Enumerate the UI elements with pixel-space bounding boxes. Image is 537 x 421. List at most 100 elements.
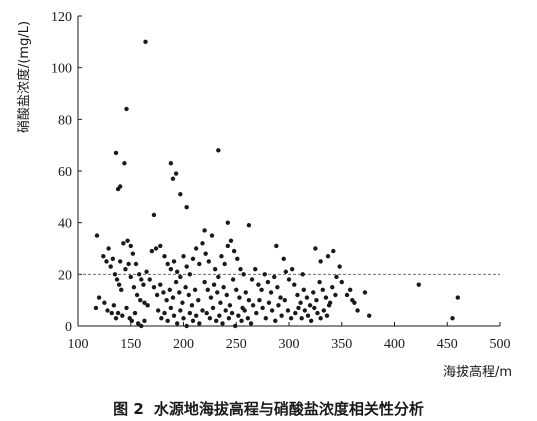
data-point — [245, 316, 251, 321]
data-point — [220, 321, 225, 326]
data-point — [289, 266, 295, 272]
y-axis-title: 硝酸盐浓度/(mg/L) — [16, 21, 32, 133]
data-point — [217, 313, 222, 318]
data-point — [118, 259, 123, 264]
data-point — [250, 303, 256, 308]
data-point — [219, 254, 224, 259]
data-point — [234, 287, 239, 293]
x-tick-label: 400 — [384, 337, 405, 352]
data-point — [115, 310, 121, 316]
y-tick-label: 60 — [58, 165, 72, 180]
data-point — [167, 287, 172, 293]
data-point — [315, 310, 320, 316]
data-point — [285, 308, 291, 313]
data-point — [323, 295, 329, 300]
data-point — [416, 282, 421, 287]
data-point — [227, 303, 233, 308]
data-point — [272, 274, 277, 280]
data-point — [161, 290, 166, 295]
data-point — [116, 282, 122, 287]
data-point — [313, 246, 318, 251]
data-point — [181, 254, 186, 259]
data-point — [212, 266, 218, 272]
data-point — [109, 310, 114, 316]
data-point — [165, 318, 170, 324]
y-tick-label: 40 — [58, 217, 72, 232]
data-point — [170, 176, 176, 181]
y-tick-label: 100 — [51, 62, 72, 77]
data-point — [279, 313, 284, 318]
data-point — [248, 321, 254, 326]
data-point — [203, 251, 208, 256]
data-point — [154, 292, 160, 298]
x-axis-title: 海拔高程/m — [443, 364, 512, 380]
data-point — [136, 272, 142, 277]
data-point — [278, 295, 283, 300]
data-point — [165, 261, 170, 267]
data-point — [253, 266, 258, 272]
data-point — [216, 148, 221, 153]
data-point — [96, 295, 102, 300]
data-point — [106, 246, 111, 251]
data-point — [296, 305, 301, 311]
data-point — [333, 292, 338, 298]
data-point — [225, 220, 231, 225]
data-point — [331, 248, 336, 254]
data-point — [193, 246, 199, 251]
data-point — [104, 259, 109, 264]
data-point — [308, 318, 314, 324]
data-point — [237, 295, 242, 300]
data-point — [151, 212, 157, 218]
data-point — [292, 282, 297, 287]
data-point — [113, 150, 119, 156]
data-point — [305, 313, 311, 318]
data-point — [288, 316, 294, 321]
data-point — [124, 106, 129, 112]
data-point — [230, 277, 236, 282]
data-point — [455, 295, 460, 300]
data-point — [210, 305, 216, 311]
data-point — [111, 303, 117, 308]
data-point — [197, 261, 202, 267]
data-point — [204, 310, 209, 316]
data-point — [105, 308, 110, 313]
data-point — [181, 316, 186, 321]
data-point — [168, 266, 174, 272]
data-point — [183, 285, 188, 290]
data-point — [138, 297, 143, 303]
x-tick-label: 500 — [490, 337, 511, 352]
data-point — [226, 316, 232, 321]
data-point — [205, 287, 210, 293]
data-point — [339, 279, 344, 285]
data-point — [133, 261, 139, 267]
data-point — [218, 300, 223, 305]
data-point — [337, 264, 342, 269]
data-point — [231, 248, 237, 254]
data-point — [299, 316, 304, 321]
data-point — [327, 300, 333, 305]
x-tick-label: 100 — [68, 337, 89, 352]
data-point — [223, 308, 228, 313]
data-point — [170, 295, 176, 300]
data-point — [314, 297, 319, 303]
data-point — [153, 246, 159, 251]
data-point — [239, 318, 244, 324]
data-point — [110, 256, 116, 262]
data-point — [123, 266, 128, 272]
data-point — [139, 277, 144, 282]
data-point — [190, 318, 196, 324]
x-tick-label: 300 — [279, 337, 300, 352]
data-point — [260, 305, 265, 311]
data-point — [302, 308, 308, 313]
data-point — [128, 274, 133, 280]
data-point — [318, 316, 323, 321]
data-point — [275, 285, 280, 290]
data-point — [300, 272, 305, 277]
data-point — [350, 297, 355, 303]
data-point — [347, 287, 353, 293]
y-tick-label: 80 — [58, 113, 72, 128]
data-point — [274, 243, 279, 249]
y-tick-label: 120 — [51, 10, 72, 25]
data-point — [215, 290, 220, 295]
data-point — [121, 241, 126, 246]
